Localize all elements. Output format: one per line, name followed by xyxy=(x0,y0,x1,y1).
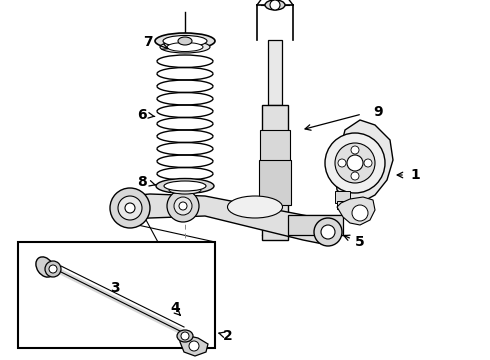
Polygon shape xyxy=(335,120,393,203)
Polygon shape xyxy=(180,334,208,356)
Circle shape xyxy=(110,188,150,228)
Circle shape xyxy=(45,261,61,277)
Ellipse shape xyxy=(265,0,285,10)
Circle shape xyxy=(270,0,280,10)
Text: 5: 5 xyxy=(355,235,365,249)
Text: 2: 2 xyxy=(223,329,233,343)
Ellipse shape xyxy=(164,181,206,191)
Circle shape xyxy=(364,159,372,167)
Circle shape xyxy=(351,172,359,180)
Text: 1: 1 xyxy=(410,168,420,182)
Text: 3: 3 xyxy=(110,281,120,295)
Ellipse shape xyxy=(169,186,201,194)
Circle shape xyxy=(189,341,199,351)
Circle shape xyxy=(179,202,187,210)
Bar xyxy=(259,160,291,205)
Polygon shape xyxy=(337,197,375,225)
Circle shape xyxy=(174,197,192,215)
Bar xyxy=(262,105,288,240)
Text: 4: 4 xyxy=(170,301,180,315)
Ellipse shape xyxy=(160,41,210,53)
Ellipse shape xyxy=(155,33,215,49)
Bar xyxy=(268,40,282,105)
Circle shape xyxy=(167,190,199,222)
Circle shape xyxy=(338,159,346,167)
Circle shape xyxy=(352,205,368,221)
Circle shape xyxy=(335,143,375,183)
Ellipse shape xyxy=(156,179,214,194)
Bar xyxy=(335,191,350,203)
Text: 7: 7 xyxy=(143,35,153,49)
Circle shape xyxy=(118,196,142,220)
Bar xyxy=(18,242,215,348)
Circle shape xyxy=(125,203,135,213)
Bar xyxy=(337,201,349,209)
Bar xyxy=(260,130,290,165)
Circle shape xyxy=(314,218,342,246)
Ellipse shape xyxy=(36,257,54,277)
Circle shape xyxy=(49,265,57,273)
Bar xyxy=(288,215,343,235)
Circle shape xyxy=(321,225,335,239)
Text: 8: 8 xyxy=(137,175,147,189)
Ellipse shape xyxy=(178,37,192,45)
Polygon shape xyxy=(115,194,340,244)
Ellipse shape xyxy=(227,196,283,218)
Ellipse shape xyxy=(167,42,203,51)
Text: 6: 6 xyxy=(137,108,147,122)
Text: 9: 9 xyxy=(373,105,383,119)
Circle shape xyxy=(347,155,363,171)
Circle shape xyxy=(351,146,359,154)
Ellipse shape xyxy=(177,330,193,342)
Circle shape xyxy=(325,133,385,193)
Ellipse shape xyxy=(163,36,207,46)
Circle shape xyxy=(181,332,189,340)
